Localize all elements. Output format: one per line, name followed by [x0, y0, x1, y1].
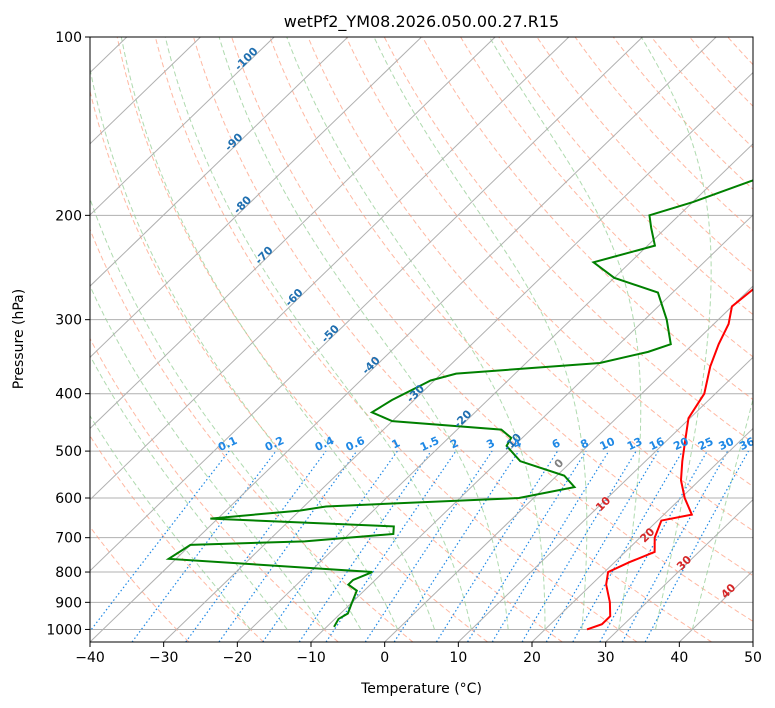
y-tick-label: 1000: [46, 622, 82, 638]
dry-adiabat-line: [498, 37, 753, 316]
dry-adiabat-line: [307, 37, 753, 532]
y-axis-label: Pressure (hPa): [11, 289, 27, 389]
dry-adiabat-line: [90, 89, 488, 642]
moist-adiabat-line: [218, 37, 509, 630]
dry-adiabat-line: [269, 37, 753, 577]
x-tick-label: 40: [670, 650, 688, 666]
isotherm-line: [90, 37, 570, 501]
y-tick-label: 600: [55, 491, 82, 507]
moist-adiabat-line: [164, 37, 472, 630]
dry-adiabat-line: [345, 37, 753, 488]
chart-title: wetPf2_YM08.2026.050.00.27.R15: [284, 12, 559, 32]
isotherm-line: [90, 37, 422, 358]
plot-background: [90, 37, 753, 642]
x-tick-label: 50: [744, 650, 762, 666]
dry-adiabat-line: [766, 37, 775, 642]
y-tick-label: 400: [55, 387, 82, 403]
x-tick-label: −20: [223, 650, 253, 666]
moist-adiabat-line: [90, 197, 362, 630]
isotherm-line: [90, 37, 717, 642]
dry-adiabat-line: [154, 37, 638, 642]
mixing-ratio-label: 13: [625, 435, 644, 453]
axes: −40 −30 −20 −10 0 10 20 30 40 50 100 200 300 400 500 60…: [46, 30, 762, 666]
x-tick-label: −40: [75, 650, 105, 666]
mixing-ratio-line: [466, 450, 587, 642]
x-tick-label: 30: [597, 650, 615, 666]
isotherm-line: [457, 356, 753, 642]
y-tick-label: 900: [55, 595, 82, 611]
moist-adiabat-line: [286, 37, 546, 630]
moist-adiabat-line: [90, 284, 325, 630]
isotherm-line: [605, 498, 753, 642]
y-tick-label: 100: [55, 30, 82, 46]
y-tick-label: 300: [55, 313, 82, 329]
moist-adiabat-line: [640, 37, 712, 630]
mixing-ratio-label: 25: [696, 435, 715, 453]
moist-adiabat-line: [373, 37, 588, 630]
moist-adiabat-line: [488, 37, 642, 630]
isotherm-line: [531, 427, 753, 642]
x-axis-label: Temperature (°C): [360, 681, 482, 697]
x-tick-label: −10: [296, 650, 326, 666]
mixing-ratio-label: 30: [717, 435, 737, 453]
x-tick-label: 0: [380, 650, 389, 666]
dry-adiabat-line: [90, 526, 190, 642]
x-tick-label: −30: [149, 650, 179, 666]
mixing-ratio-label: 36: [737, 435, 757, 453]
moist-adiabat-line: [90, 414, 251, 630]
mixing-ratio-label: 10: [598, 435, 618, 453]
mixing-ratio-line: [364, 450, 493, 642]
data-lines: [165, 179, 753, 631]
dry-adiabat-line: [422, 37, 753, 401]
isotherm-line: [90, 37, 643, 572]
dewpoint-profile-line: [165, 179, 753, 628]
isotherm-line: [90, 37, 496, 430]
mixing-ratio-line: [218, 450, 358, 642]
mixing-ratio-line: [435, 450, 559, 642]
isotherm-line: [752, 641, 753, 642]
y-tick-label: 700: [55, 531, 82, 547]
moist-adiabat-line: [691, 397, 753, 630]
x-tick-label: 10: [449, 650, 467, 666]
mixing-ratio-line: [262, 450, 398, 642]
mixing-ratio-line: [621, 450, 729, 642]
temperature-profile-line: [586, 288, 753, 631]
isotherm-line: [310, 214, 753, 642]
dry-adiabat-line: [90, 337, 339, 642]
isotherm-line: [384, 285, 753, 642]
x-tick-label: 20: [523, 650, 541, 666]
moist-adiabat-line: [90, 354, 288, 630]
y-tick-label: 200: [55, 208, 82, 224]
mixing-ratio-line: [599, 450, 708, 642]
mixing-ratio-line: [491, 450, 610, 642]
isotherm-line: [163, 71, 753, 642]
isotherm-line: [90, 37, 349, 287]
isotherm-line: [236, 143, 753, 642]
y-tick-label: 800: [55, 565, 82, 581]
moist-adiabat-line: [90, 66, 399, 630]
mixing-ratio-label: 20: [671, 435, 691, 453]
mixing-ratio-line: [393, 450, 520, 642]
dry-adiabat-line: [90, 434, 264, 642]
mixing-ratio-label: 16: [647, 435, 667, 453]
moist-adiabat-line: [120, 37, 435, 630]
mixing-ratio-line: [325, 450, 457, 642]
isotherm-line: [90, 37, 201, 145]
mixing-ratio-line: [298, 450, 432, 642]
y-tick-label: 500: [55, 444, 82, 460]
background-lines: [90, 37, 775, 642]
plot-frame: [89, 36, 754, 643]
dry-adiabat-line: [116, 37, 563, 642]
isotherm-line: [90, 37, 275, 216]
